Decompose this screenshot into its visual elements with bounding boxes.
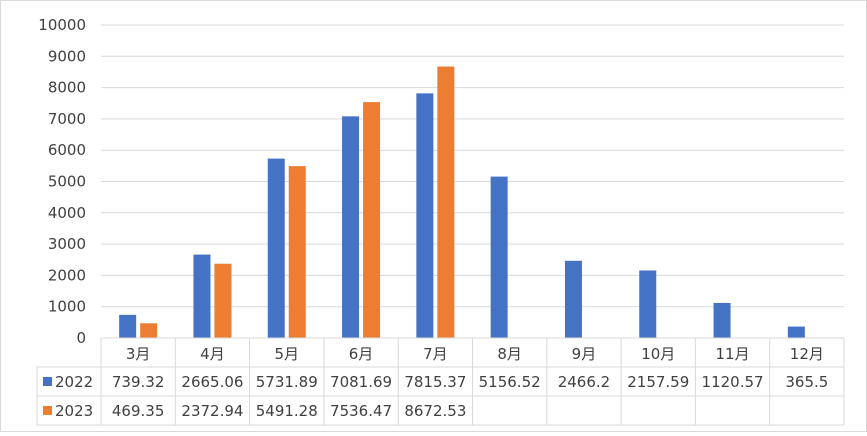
legend-key-2022 — [43, 377, 52, 386]
bar-2022-8 — [713, 302, 731, 338]
legend-label: 2022 — [55, 373, 93, 391]
y-tick-label: 7000 — [48, 110, 86, 128]
y-tick-label: 4000 — [48, 204, 86, 222]
category-label: 7月 — [423, 345, 448, 363]
y-tick-label: 10000 — [38, 16, 86, 34]
data-label: 739.32 — [112, 373, 165, 391]
data-label: 7815.37 — [404, 373, 466, 391]
y-tick-label: 2000 — [48, 266, 86, 284]
category-label: 11月 — [716, 345, 750, 363]
bar-2022-7 — [639, 270, 657, 338]
data-label: 5156.52 — [479, 373, 541, 391]
category-label: 9月 — [572, 345, 597, 363]
y-tick-label: 3000 — [48, 235, 86, 253]
category-label: 8月 — [497, 345, 522, 363]
data-label: 7081.69 — [330, 373, 392, 391]
y-tick-label: 5000 — [48, 173, 86, 191]
data-label: 7536.47 — [330, 402, 392, 420]
data-label: 8672.53 — [404, 402, 466, 420]
category-label: 6月 — [349, 345, 374, 363]
bar-2022-6 — [564, 260, 582, 338]
bar-2023-0 — [140, 323, 158, 338]
legend-key-2023 — [43, 406, 52, 415]
bar-2022-2 — [267, 158, 285, 338]
data-label: 469.35 — [112, 402, 165, 420]
gridlines — [101, 24, 844, 308]
y-tick-label: 8000 — [48, 79, 86, 97]
bar-2023-3 — [363, 102, 381, 338]
data-label: 2466.2 — [558, 373, 611, 391]
bar-2022-5 — [490, 176, 508, 338]
data-label: 1120.57 — [702, 373, 764, 391]
data-label: 365.5 — [785, 373, 828, 391]
bar-2022-9 — [787, 326, 805, 338]
data-table: 3月 4月 5月 6月 7月 8月 9月 10月 11月 12月 2022 739.32 2665.06… — [36, 337, 845, 426]
y-tick-label: 1000 — [48, 298, 86, 316]
y-tick-label: 9000 — [48, 47, 86, 65]
bar-2023-2 — [288, 166, 306, 338]
y-tick-label: 0 — [76, 329, 86, 347]
bar-2022-4 — [416, 93, 434, 338]
data-label: 2372.94 — [181, 402, 243, 420]
bars — [119, 66, 805, 339]
category-label: 5月 — [274, 345, 299, 363]
category-label: 10月 — [641, 345, 675, 363]
category-label: 3月 — [126, 345, 151, 363]
category-label: 12月 — [790, 345, 824, 363]
bar-2022-0 — [119, 314, 137, 338]
bar-2023-4 — [437, 66, 455, 339]
bar-2022-3 — [342, 116, 360, 338]
data-label: 2665.06 — [181, 373, 243, 391]
bar-2023-1 — [214, 263, 232, 338]
y-tick-label: 6000 — [48, 141, 86, 159]
y-axis: 0 1000 2000 3000 4000 5000 6000 7000 8000 9000 100… — [38, 16, 86, 347]
data-label: 5491.28 — [256, 402, 318, 420]
data-label: 5731.89 — [256, 373, 318, 391]
data-label: 2157.59 — [627, 373, 689, 391]
category-label: 4月 — [200, 345, 225, 363]
bar-2022-1 — [193, 254, 211, 338]
legend-label: 2023 — [55, 402, 93, 420]
